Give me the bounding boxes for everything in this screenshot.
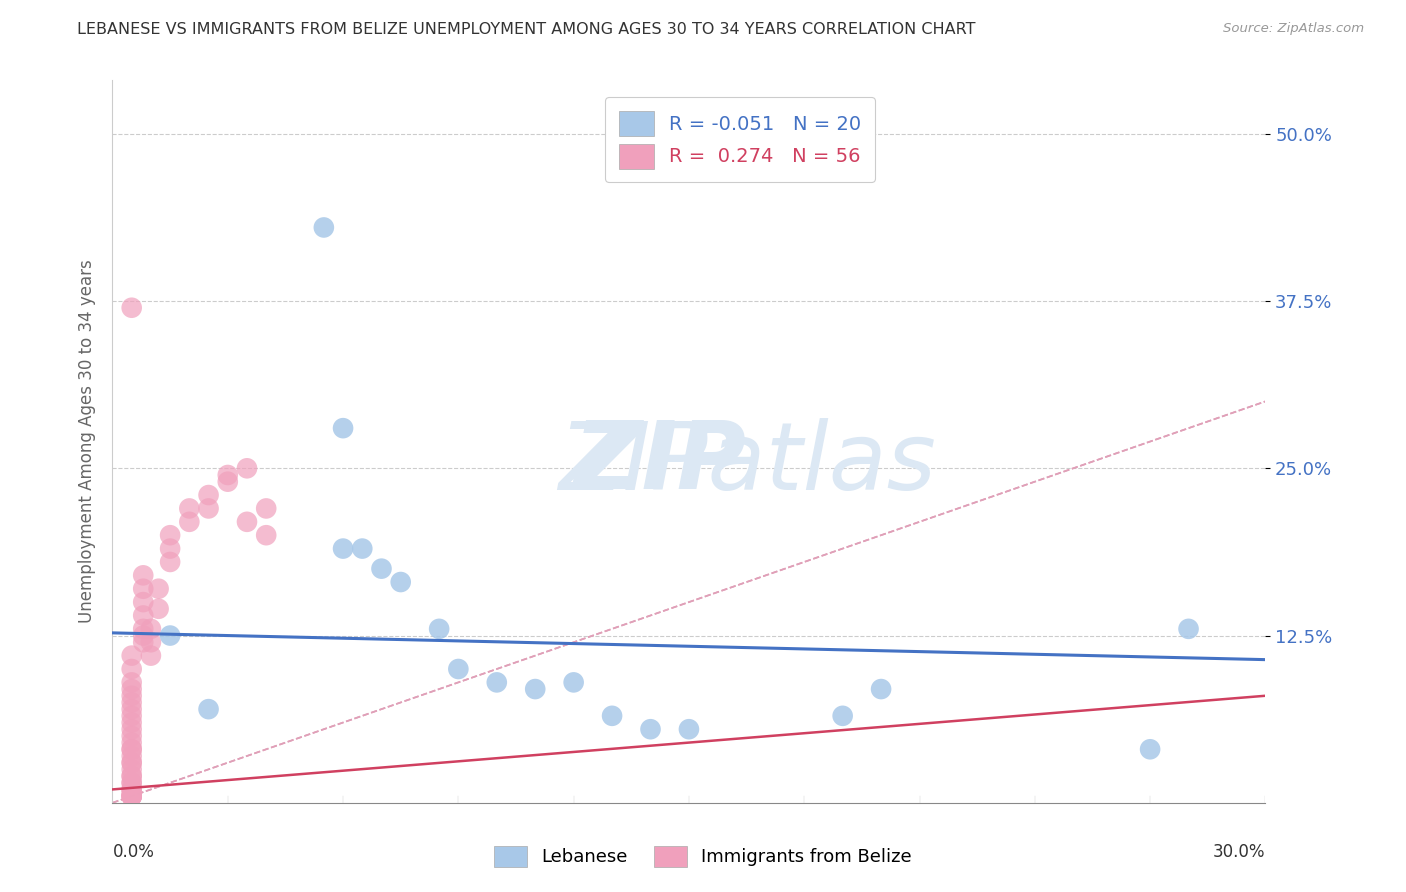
- Text: ZIPatlas: ZIPatlas: [558, 417, 935, 508]
- Point: [132, 568, 155, 582]
- Point: [485, 675, 508, 690]
- Point: [1139, 742, 1161, 756]
- Text: 30.0%: 30.0%: [1213, 843, 1265, 861]
- Point: [121, 702, 143, 716]
- Point: [121, 782, 143, 797]
- Point: [121, 689, 143, 703]
- Legend: Lebanese, Immigrants from Belize: Lebanese, Immigrants from Belize: [486, 838, 920, 874]
- Point: [121, 715, 143, 730]
- Point: [121, 769, 143, 783]
- Point: [159, 528, 181, 542]
- Point: [197, 488, 219, 502]
- Point: [870, 681, 893, 696]
- Text: ZIP: ZIP: [574, 417, 747, 509]
- Text: 0.0%: 0.0%: [112, 843, 155, 861]
- Point: [121, 708, 143, 723]
- Point: [121, 756, 143, 770]
- Point: [121, 789, 143, 804]
- Legend: R = -0.051   N = 20, R =  0.274   N = 56: R = -0.051 N = 20, R = 0.274 N = 56: [606, 97, 875, 182]
- Point: [159, 555, 181, 569]
- Point: [600, 708, 623, 723]
- Point: [121, 735, 143, 749]
- Point: [139, 635, 162, 649]
- Point: [121, 675, 143, 690]
- Point: [121, 789, 143, 804]
- Point: [132, 608, 155, 623]
- Point: [121, 789, 143, 804]
- Point: [640, 723, 662, 737]
- Point: [332, 541, 354, 556]
- Point: [139, 622, 162, 636]
- Point: [121, 769, 143, 783]
- Point: [1177, 622, 1199, 636]
- Point: [121, 742, 143, 756]
- Point: [370, 562, 392, 576]
- Point: [121, 756, 143, 770]
- Point: [159, 628, 181, 642]
- Point: [447, 662, 470, 676]
- Text: Source: ZipAtlas.com: Source: ZipAtlas.com: [1223, 22, 1364, 36]
- Point: [197, 501, 219, 516]
- Point: [121, 749, 143, 764]
- Point: [132, 635, 155, 649]
- Point: [121, 762, 143, 776]
- Point: [121, 789, 143, 804]
- Point: [678, 723, 700, 737]
- Point: [312, 220, 335, 235]
- Point: [148, 602, 170, 616]
- Point: [121, 648, 143, 663]
- Point: [179, 515, 201, 529]
- Point: [132, 582, 155, 596]
- Point: [148, 582, 170, 596]
- Point: [389, 575, 412, 590]
- Point: [121, 776, 143, 790]
- Point: [236, 461, 259, 475]
- Point: [139, 648, 162, 663]
- Point: [121, 723, 143, 737]
- Point: [121, 681, 143, 696]
- Point: [427, 622, 450, 636]
- Point: [524, 681, 547, 696]
- Point: [159, 541, 181, 556]
- Point: [121, 662, 143, 676]
- Point: [254, 501, 277, 516]
- Point: [121, 789, 143, 804]
- Point: [254, 528, 277, 542]
- Point: [217, 467, 239, 482]
- Text: LEBANESE VS IMMIGRANTS FROM BELIZE UNEMPLOYMENT AMONG AGES 30 TO 34 YEARS CORREL: LEBANESE VS IMMIGRANTS FROM BELIZE UNEMP…: [77, 22, 976, 37]
- Point: [121, 301, 143, 315]
- Point: [132, 595, 155, 609]
- Point: [236, 515, 259, 529]
- Point: [121, 696, 143, 710]
- Point: [352, 541, 374, 556]
- Point: [121, 782, 143, 797]
- Y-axis label: Unemployment Among Ages 30 to 34 years: Unemployment Among Ages 30 to 34 years: [77, 260, 96, 624]
- Point: [121, 785, 143, 799]
- Point: [179, 501, 201, 516]
- Point: [831, 708, 853, 723]
- Point: [197, 702, 219, 716]
- Point: [121, 742, 143, 756]
- Point: [132, 622, 155, 636]
- Point: [217, 475, 239, 489]
- Point: [332, 421, 354, 435]
- Point: [132, 628, 155, 642]
- Point: [562, 675, 585, 690]
- Point: [121, 729, 143, 743]
- Point: [121, 776, 143, 790]
